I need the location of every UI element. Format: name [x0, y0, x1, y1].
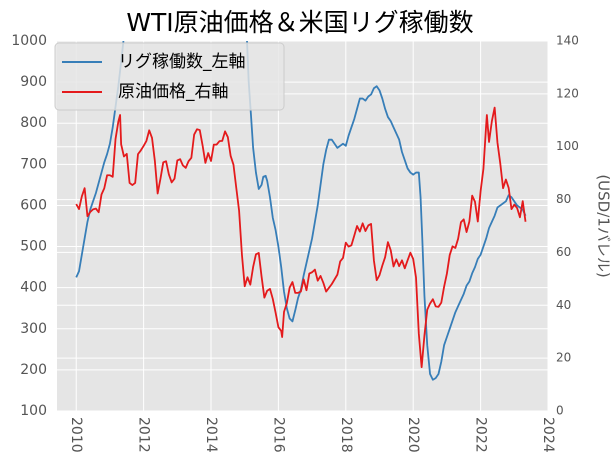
right-tick-label: 40	[556, 298, 571, 312]
x-tick-label: 2012	[136, 417, 152, 453]
x-axis-ticks: 2010 2012 2014 2016 2018 2020 2022 2024	[68, 417, 556, 453]
x-tick-label: 2016	[270, 417, 286, 453]
x-tick-label: 2024	[540, 417, 556, 453]
right-tick-label: 80	[556, 192, 571, 206]
left-tick-label: 700	[20, 156, 47, 172]
left-tick-label: 900	[20, 74, 47, 90]
right-tick-label: 0	[556, 404, 564, 418]
legend-label-rig-count: リグ稼働数_左軸	[118, 52, 246, 72]
left-tick-label: 300	[20, 321, 47, 337]
x-tick-label: 2018	[338, 417, 354, 453]
right-axis-label: (USD/1バレル)	[595, 174, 613, 277]
left-tick-label: 200	[20, 362, 47, 378]
x-tick-label: 2010	[68, 417, 84, 453]
x-tick-label: 2022	[473, 417, 489, 453]
x-tick-label: 2014	[203, 417, 219, 453]
series-line-oil-price	[75, 106, 527, 369]
right-axis-ticks: 0 20 40 60 80 100 120 140	[556, 34, 579, 418]
left-tick-label: 500	[20, 239, 47, 255]
legend-label-oil-price: 原油価格_右軸	[118, 82, 229, 102]
right-tick-label: 60	[556, 245, 571, 259]
left-tick-label: 1000	[11, 33, 47, 49]
chart-title: WTI原油価格＆米国リグ稼働数	[126, 8, 473, 37]
left-axis-ticks: 100 200 300 400 500 600 700 800 900 1000	[11, 33, 47, 419]
x-tick-label: 2020	[405, 417, 421, 453]
left-tick-label: 400	[20, 280, 47, 296]
grid	[57, 40, 549, 412]
right-tick-label: 20	[556, 351, 571, 365]
legend-box	[54, 42, 285, 111]
left-tick-label: 100	[20, 403, 47, 419]
left-tick-label: 600	[20, 197, 47, 213]
right-tick-label: 100	[556, 139, 579, 153]
left-tick-label: 800	[20, 115, 47, 131]
legend: リグ稼働数_左軸 原油価格_右軸	[54, 42, 285, 111]
right-tick-label: 140	[556, 34, 579, 48]
right-tick-label: 120	[556, 86, 579, 100]
